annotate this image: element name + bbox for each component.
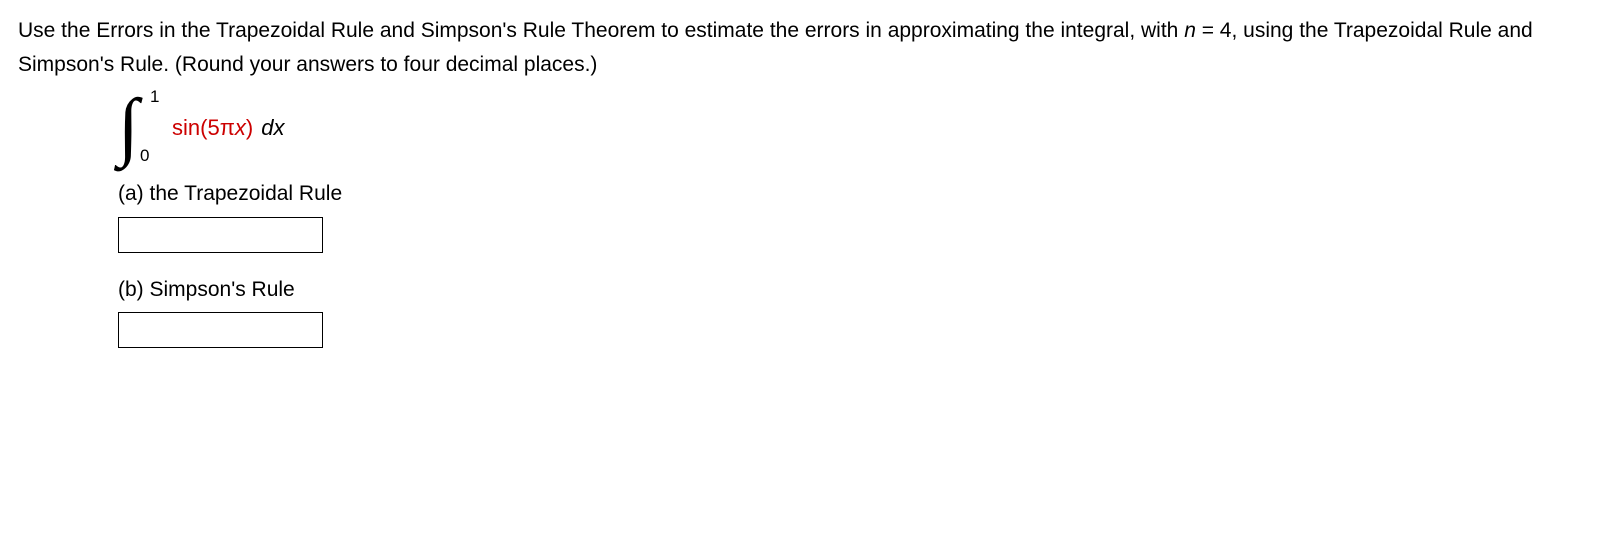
variable-n: n	[1184, 19, 1196, 42]
question-text-part1: Use the Errors in the Trapezoidal Rule a…	[18, 19, 1184, 42]
integrand: sin(5πx)	[172, 110, 253, 145]
integrand-x: x	[235, 115, 246, 140]
part-b-label: (b) Simpson's Rule	[118, 273, 1600, 307]
integral-sign-icon: ∫	[118, 66, 139, 188]
part-b-input[interactable]	[118, 312, 323, 348]
part-a-input[interactable]	[118, 217, 323, 253]
integral-lower-limit: 0	[140, 142, 149, 169]
integral-expression: ∫ 1 0 sin(5πx) dx	[118, 91, 1600, 163]
part-b: (b) Simpson's Rule	[118, 273, 1600, 349]
integrand-fn: sin	[172, 115, 200, 140]
differential: dx	[261, 110, 284, 145]
integrand-close: )	[246, 115, 253, 140]
part-a: (a) the Trapezoidal Rule	[118, 177, 1600, 253]
integrand-open: (5	[200, 115, 220, 140]
integrand-pi: π	[220, 115, 235, 140]
integral-upper-limit: 1	[150, 83, 159, 110]
question-prompt: Use the Errors in the Trapezoidal Rule a…	[18, 14, 1600, 81]
integral-symbol: ∫ 1 0	[118, 91, 166, 163]
part-a-label: (a) the Trapezoidal Rule	[118, 177, 1600, 211]
